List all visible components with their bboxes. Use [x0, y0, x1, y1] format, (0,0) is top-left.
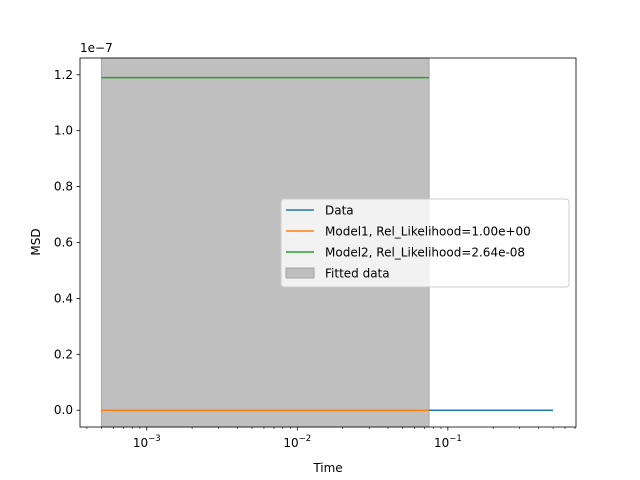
y-tick-label: 0.6: [54, 236, 73, 250]
x-tick-label: 10−3: [133, 434, 161, 450]
legend-label-fitted-data: Fitted data: [325, 267, 390, 281]
y-tick-label: 0.4: [54, 291, 73, 305]
legend-frame: [280, 198, 570, 288]
y-axis-label: MSD: [29, 228, 43, 255]
legend-swatch-fitted-data: [285, 267, 315, 279]
x-axis-ticks: 10−3 10−2 10−1: [86, 427, 576, 450]
x-tick-label: 10−1: [434, 434, 462, 450]
y-tick-label: 1.2: [54, 68, 73, 82]
series-layer: [101, 76, 554, 411]
legend-label-model1: Model1, Rel_Likelihood=1.00e+00: [325, 225, 531, 239]
legend-label-data: Data: [325, 204, 354, 218]
y-axis-ticks: 0.0 0.2 0.4 0.6 0.8 1.0 1.2: [54, 68, 80, 417]
legend-label-model2: Model2, Rel_Likelihood=2.64e-08: [325, 246, 525, 260]
legend: Data Model1, Rel_Likelihood=1.00e+00 Model…: [280, 198, 570, 288]
y-tick-label: 0.8: [54, 180, 73, 194]
x-axis-label: Time: [312, 461, 342, 475]
y-tick-label: 0.2: [54, 347, 73, 361]
x-tick-label: 10−2: [283, 434, 311, 450]
y-multiplier: 1e−7: [80, 41, 113, 55]
y-tick-label: 1.0: [54, 124, 73, 138]
y-tick-label: 0.0: [54, 403, 73, 417]
